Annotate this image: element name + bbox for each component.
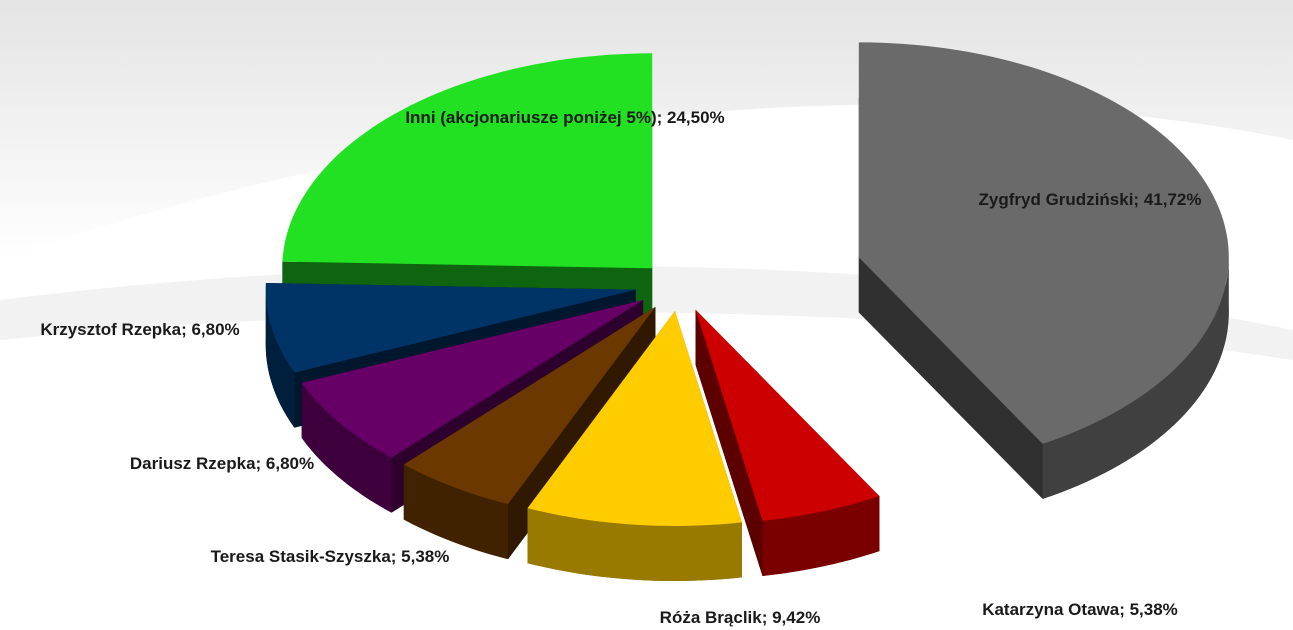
slice-radial-wall (858, 257, 1043, 499)
slice-radial-wall (695, 309, 763, 576)
slice-outer-wall (265, 289, 295, 428)
slice-outer-wall (762, 496, 880, 576)
data-label: Teresa Stasik-Szyszka; 5,38% (210, 547, 450, 566)
slice (695, 309, 880, 521)
slice-outer-wall (301, 382, 392, 513)
slice-outer-wall (527, 508, 742, 581)
slice (282, 53, 653, 269)
slice (527, 311, 742, 526)
slice (858, 42, 1229, 444)
data-label: Krzysztof Rzepka; 6,80% (40, 320, 240, 339)
data-label: Katarzyna Otawa; 5,38% (982, 600, 1178, 619)
slice-outer-wall (1042, 257, 1229, 499)
data-label: Inni (akcjonariusze poniżej 5%); 24,50% (405, 108, 725, 127)
slice (301, 300, 644, 458)
slice (265, 283, 636, 373)
data-label: Zygfryd Grudziński; 41,72% (978, 190, 1202, 209)
data-label: Róża Brąclik; 9,42% (659, 608, 821, 627)
slice-outer-wall (403, 464, 508, 560)
data-label: Dariusz Rzepka; 6,80% (129, 454, 315, 473)
slice (403, 306, 656, 505)
